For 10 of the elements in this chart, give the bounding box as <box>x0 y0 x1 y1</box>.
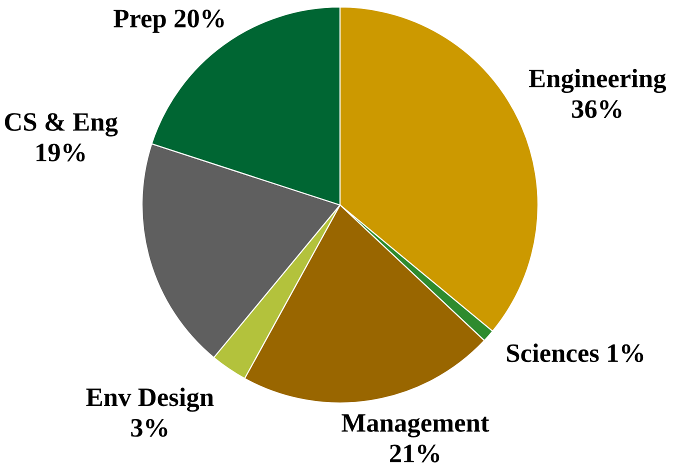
slice-label: Management <box>342 414 490 438</box>
slice-label: Sciences 1% <box>507 344 644 362</box>
data-label: 21% <box>390 444 440 462</box>
slice-label: Prep 20% <box>114 10 224 33</box>
slice-label: CS & Eng <box>4 113 118 136</box>
slice-label: Env Design <box>86 388 214 412</box>
slice-label: Engineering <box>528 68 666 93</box>
data-label: 36% <box>572 100 622 118</box>
data-label: 3% <box>131 418 168 437</box>
data-label: 19% <box>36 144 85 162</box>
